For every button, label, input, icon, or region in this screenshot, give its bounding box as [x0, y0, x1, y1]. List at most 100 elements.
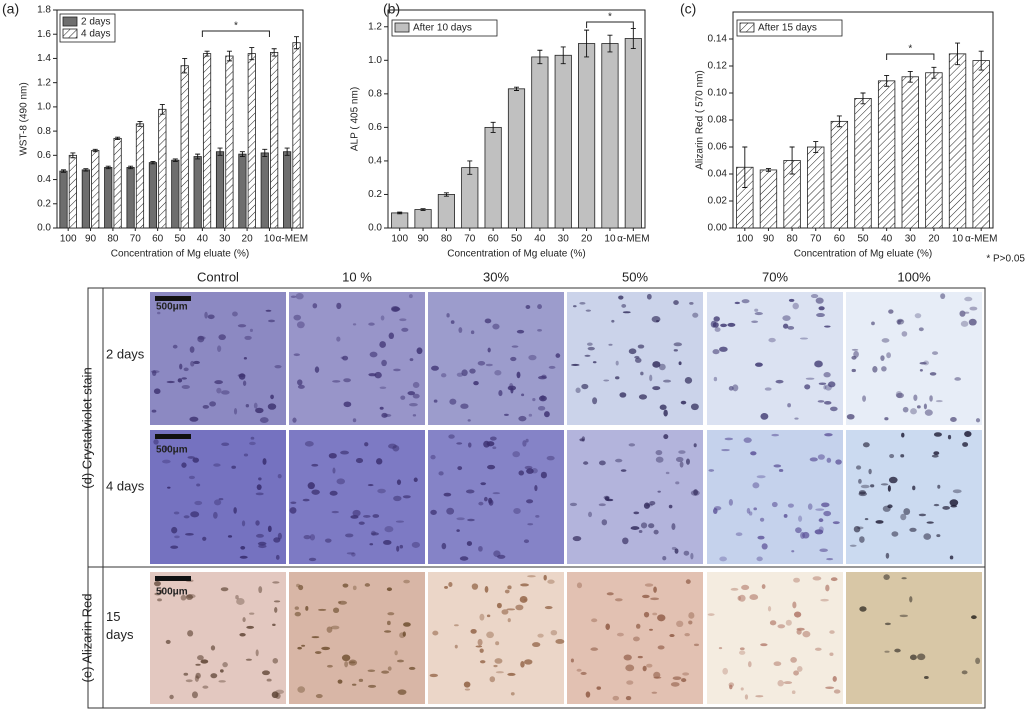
- cell: [337, 679, 343, 684]
- cell: [777, 680, 784, 687]
- cell: [707, 613, 715, 616]
- cell: [656, 320, 660, 323]
- cell: [596, 686, 602, 690]
- cell: [164, 446, 168, 452]
- cell: [730, 587, 739, 591]
- cell: [346, 552, 355, 555]
- cell: [393, 368, 401, 372]
- error-bar: [226, 50, 232, 62]
- cell: [619, 392, 627, 398]
- cell: [297, 379, 303, 386]
- cell: [153, 439, 159, 445]
- column-header: 70%: [762, 269, 788, 284]
- cell: [296, 321, 305, 329]
- group-label: (d) Crystalviolet stain: [79, 367, 94, 488]
- cell: [258, 544, 267, 549]
- cell: [579, 302, 586, 305]
- cell: [152, 370, 157, 376]
- cell: [368, 373, 377, 377]
- cell: [273, 537, 281, 543]
- cell: [830, 406, 838, 412]
- cell: [262, 670, 270, 676]
- cell: [454, 644, 458, 649]
- cell: [642, 665, 647, 672]
- cell: [487, 347, 491, 353]
- x-tick-label: 10: [604, 234, 616, 245]
- cell: [233, 507, 237, 514]
- cell: [518, 470, 525, 476]
- error-bar: [115, 136, 121, 141]
- x-tick-label: 70: [130, 234, 142, 245]
- cell: [477, 360, 486, 366]
- cell: [633, 636, 640, 642]
- cell: [520, 583, 529, 587]
- cell: [241, 520, 246, 527]
- cell: [381, 670, 390, 674]
- micrograph: [567, 292, 703, 425]
- cell: [243, 356, 248, 360]
- cell: [576, 668, 582, 672]
- cell: [616, 632, 624, 637]
- cell: [555, 638, 565, 644]
- cell: [532, 642, 541, 648]
- x-axis-label: Concentration of Mg eluate (%): [447, 249, 585, 260]
- cell: [652, 612, 658, 616]
- cell: [802, 630, 811, 638]
- cell: [708, 469, 715, 472]
- cell: [881, 366, 887, 372]
- cell: [332, 380, 341, 383]
- cell: [756, 475, 766, 479]
- micrograph-bg: [150, 292, 286, 425]
- cell: [315, 693, 323, 699]
- cell: [464, 688, 471, 691]
- error-bar: [271, 48, 277, 57]
- cell: [913, 394, 918, 402]
- cell: [603, 379, 610, 382]
- cell: [652, 361, 661, 368]
- micrograph-bg: [150, 430, 286, 564]
- cell: [626, 680, 634, 685]
- bar: [484, 126, 502, 229]
- cell: [479, 648, 484, 653]
- micrograph-bg: [567, 292, 703, 425]
- cell: [783, 513, 788, 518]
- error-bar: [92, 148, 98, 153]
- significance-bracket: [886, 53, 935, 60]
- cell: [678, 450, 686, 454]
- cell: [621, 304, 627, 308]
- cell: [901, 577, 907, 580]
- cell: [380, 315, 385, 321]
- cell: [797, 665, 803, 672]
- cell: [719, 556, 727, 562]
- cell: [746, 507, 751, 514]
- cell: [340, 450, 349, 455]
- x-tick-label: 80: [787, 234, 799, 245]
- cell: [162, 459, 171, 464]
- cell: [343, 378, 351, 383]
- cell: [824, 433, 833, 437]
- cell: [743, 437, 752, 443]
- error-bar: [765, 168, 771, 172]
- cell: [396, 659, 405, 663]
- cell: [358, 678, 364, 682]
- cell: [571, 363, 580, 366]
- cell: [443, 492, 452, 497]
- error-bar: [262, 148, 268, 157]
- cell: [307, 482, 315, 490]
- cell: [547, 579, 555, 584]
- cell: [637, 655, 643, 659]
- cell: [886, 352, 891, 359]
- x-tick-label: 30: [905, 234, 917, 245]
- cell: [833, 689, 841, 694]
- y-tick-label: 1.0: [368, 55, 382, 66]
- cell: [769, 620, 777, 626]
- cell: [969, 306, 978, 311]
- cell: [522, 440, 527, 447]
- cell: [671, 546, 677, 550]
- cell: [217, 345, 222, 352]
- cell: [936, 534, 941, 538]
- cell: [364, 583, 371, 587]
- bar: [81, 169, 90, 229]
- cell: [458, 327, 463, 333]
